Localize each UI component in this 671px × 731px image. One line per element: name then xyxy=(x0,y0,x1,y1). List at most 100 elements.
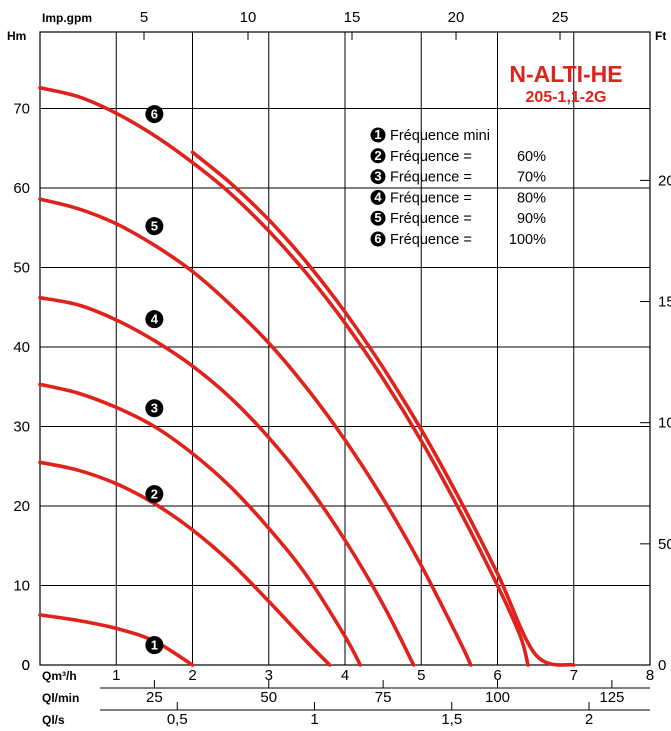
legend-marker-number: 1 xyxy=(374,127,381,142)
y-left-tick-label: 40 xyxy=(13,339,30,356)
x-lmin-tick-label: 25 xyxy=(146,689,163,706)
legend-marker xyxy=(370,210,386,226)
x-ls-tick-label: 2 xyxy=(585,711,593,728)
legend-marker-number: 6 xyxy=(374,231,381,246)
x-main-tick-label: 4 xyxy=(341,667,349,684)
x-top-axis-label: Imp.gpm xyxy=(42,11,92,25)
y-left-tick-label: 60 xyxy=(13,180,30,197)
curve-4 xyxy=(38,295,416,667)
curve-label-3: 3 xyxy=(145,399,164,418)
curve-label-4: 4 xyxy=(145,310,164,329)
x-lmin-tick-label: 50 xyxy=(260,689,277,706)
curve-2 xyxy=(38,460,332,667)
curve-label-badge xyxy=(145,399,164,418)
legend: 1 Fréquence mini 2 Fréquence = 60% 3 Fréquence… xyxy=(370,127,546,248)
curve-1 xyxy=(38,613,195,667)
curve-7 xyxy=(190,150,576,667)
curve-label-badge xyxy=(145,636,164,655)
curve-label-2: 2 xyxy=(145,485,164,504)
y-left-tick-label: 20 xyxy=(13,498,30,515)
y-right-tick-label: 0 xyxy=(658,657,666,674)
curve-label-layer: 1 2 3 4 5 6 xyxy=(145,105,164,655)
x-main-tick-label: 5 xyxy=(417,667,425,684)
legend-entry: 1 Fréquence mini xyxy=(370,127,490,144)
x-lmin-axis-label: Ql/min xyxy=(42,691,79,705)
y-left-tick-label: 30 xyxy=(13,419,30,436)
legend-marker xyxy=(370,189,386,205)
y-right-axis-label: Ft xyxy=(655,29,666,43)
legend-label: Fréquence = xyxy=(390,232,472,248)
x-main-tick-label: 8 xyxy=(646,667,654,684)
curve-5 xyxy=(38,197,473,667)
curve-3 xyxy=(38,382,363,667)
y-left-tick-label: 10 xyxy=(13,578,30,595)
y-left-tick-label: 70 xyxy=(13,101,30,118)
chart-title: N-ALTI-HE xyxy=(509,61,622,87)
curve-label-badge xyxy=(145,217,164,236)
y-left-tick-label: 50 xyxy=(13,260,30,277)
legend-percent: 70% xyxy=(517,170,546,186)
x-lmin-tick-label: 125 xyxy=(599,689,624,706)
curve-label-number: 2 xyxy=(151,487,158,502)
x-ls-tick-label: 1 xyxy=(310,711,318,728)
legend-marker xyxy=(370,148,386,164)
legend-marker xyxy=(370,231,386,247)
legend-percent: 60% xyxy=(517,149,546,165)
y-right-tick-label: 10 xyxy=(658,415,671,432)
grid xyxy=(40,32,650,665)
x-top-tick-label: 20 xyxy=(448,9,465,26)
curve-label-badge xyxy=(145,105,164,124)
curve-label-5: 5 xyxy=(145,217,164,236)
x-main-tick-label: 1 xyxy=(112,667,120,684)
x-ls-tick-label: 0,5 xyxy=(167,711,188,728)
x-lmin-tick-label: 100 xyxy=(485,689,510,706)
x-top-tick-label: 10 xyxy=(240,9,257,26)
x-lmin-tick-label: 75 xyxy=(375,689,392,706)
x-top-tick-label: 5 xyxy=(140,9,148,26)
legend-percent: 90% xyxy=(517,211,546,227)
legend-entry: 3 Fréquence = 70% xyxy=(370,169,546,186)
curve-label-number: 4 xyxy=(151,312,159,327)
curve-label-number: 3 xyxy=(151,401,158,416)
x-main-axis-label: Qm³/h xyxy=(42,669,77,683)
legend-marker-number: 5 xyxy=(374,210,381,225)
series-layer xyxy=(38,86,576,667)
legend-entry: 6 Fréquence = 100% xyxy=(370,231,546,248)
legend-marker-number: 4 xyxy=(374,189,382,204)
legend-marker xyxy=(370,127,386,143)
legend-label: Fréquence = xyxy=(390,190,472,206)
y-left-zero-label: 0 xyxy=(22,657,30,674)
legend-label: Fréquence = xyxy=(390,170,472,186)
curve-label-6: 6 xyxy=(145,105,164,124)
y-right-tick-label: 20 xyxy=(658,172,671,189)
y-right-tick-label: 15 xyxy=(658,294,671,311)
plot-frame xyxy=(39,31,651,666)
curve-label-number: 6 xyxy=(151,107,158,122)
legend-marker-number: 2 xyxy=(374,148,381,163)
x-main-tick-label: 7 xyxy=(570,667,578,684)
curve-label-number: 1 xyxy=(151,638,158,653)
y-left-tick-label: 0 xyxy=(22,657,30,674)
y-left-axis-label: Hm xyxy=(7,29,26,43)
curve-label-number: 5 xyxy=(151,219,158,234)
legend-entry: 5 Fréquence = 90% xyxy=(370,210,546,227)
x-ls-axis-label: Ql/s xyxy=(42,713,65,727)
curve-6 xyxy=(38,86,530,667)
legend-label: Fréquence = xyxy=(390,149,472,165)
x-top-tick-label: 25 xyxy=(552,9,569,26)
y-right-tick-label: 50 xyxy=(658,536,671,553)
x-ls-tick-label: 1,5 xyxy=(441,711,462,728)
legend-label: Fréquence mini xyxy=(390,128,490,144)
legend-marker-number: 3 xyxy=(374,169,381,184)
curve-label-badge xyxy=(145,485,164,504)
x-main-tick-label: 2 xyxy=(188,667,196,684)
legend-percent: 80% xyxy=(517,190,546,206)
x-main-tick-label: 6 xyxy=(493,667,501,684)
legend-label: Fréquence = xyxy=(390,211,472,227)
chart-subtitle: 205-1,1-2G xyxy=(526,89,607,106)
curve-label-badge xyxy=(145,310,164,329)
legend-marker xyxy=(370,169,386,185)
legend-entry: 2 Fréquence = 60% xyxy=(370,148,546,165)
